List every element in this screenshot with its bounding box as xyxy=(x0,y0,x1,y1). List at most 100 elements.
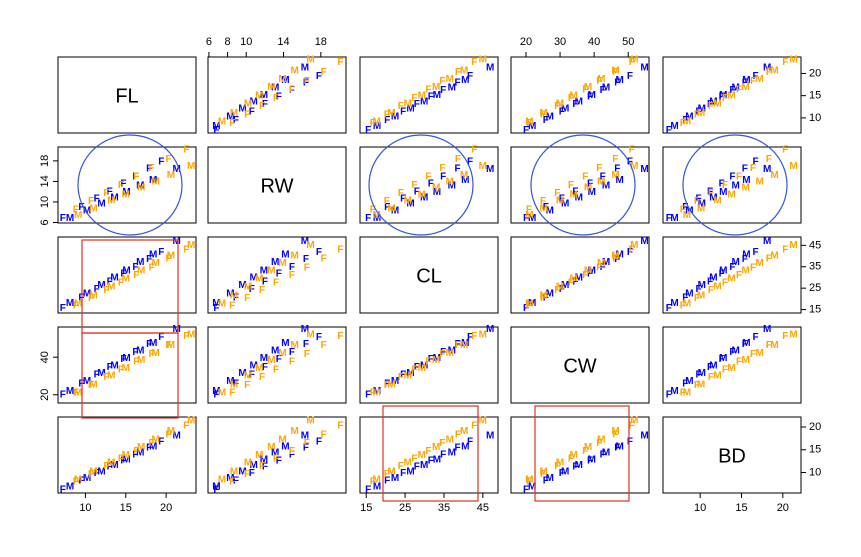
point: F xyxy=(103,461,109,472)
point: F xyxy=(554,188,560,199)
point: F xyxy=(425,171,431,182)
point: F xyxy=(425,446,431,457)
point: F xyxy=(132,347,138,358)
point: M xyxy=(561,466,569,477)
panel xyxy=(359,326,499,404)
point: F xyxy=(149,262,155,273)
point: M xyxy=(640,62,648,73)
point: M xyxy=(448,82,456,93)
point: F xyxy=(471,420,477,431)
point: F xyxy=(629,57,635,68)
point: M xyxy=(260,454,268,465)
y-tick-label: 15 xyxy=(809,303,821,315)
point: F xyxy=(523,484,529,495)
point: F xyxy=(73,477,79,488)
point: M xyxy=(486,430,494,441)
point: F xyxy=(365,389,371,400)
point: F xyxy=(249,468,255,479)
point: F xyxy=(384,109,390,120)
point: F xyxy=(627,437,633,448)
point: F xyxy=(722,365,728,376)
point: F xyxy=(682,115,688,126)
point: F xyxy=(752,157,758,168)
point: F xyxy=(680,388,686,399)
point: M xyxy=(685,288,693,299)
point: M xyxy=(584,442,592,453)
point: M xyxy=(742,338,750,349)
point: M xyxy=(709,192,717,203)
point: M xyxy=(697,290,705,301)
point: M xyxy=(709,360,717,371)
y-tick-label: 20 xyxy=(809,67,821,79)
point: F xyxy=(587,92,593,103)
point: F xyxy=(627,247,633,258)
point: M xyxy=(789,54,797,65)
point: M xyxy=(107,281,115,292)
point: F xyxy=(78,475,84,486)
point: F xyxy=(543,293,549,304)
point: F xyxy=(614,164,620,175)
point: M xyxy=(597,74,605,85)
highlight-box xyxy=(534,405,630,502)
x-tick-label: 40 xyxy=(588,36,600,48)
point: F xyxy=(666,125,672,136)
point: M xyxy=(697,203,705,214)
variable-label: RW xyxy=(261,175,294,197)
point: F xyxy=(742,164,748,175)
point: M xyxy=(291,250,299,261)
point: F xyxy=(94,468,100,479)
point: F xyxy=(694,380,700,391)
point: M xyxy=(698,280,706,291)
point: F xyxy=(600,262,606,273)
point: F xyxy=(411,365,417,376)
point: M xyxy=(486,62,494,73)
point: M xyxy=(546,205,554,216)
point: F xyxy=(78,202,84,213)
point: F xyxy=(471,145,477,156)
point: F xyxy=(229,388,235,399)
point: M xyxy=(420,192,428,203)
point: M xyxy=(373,117,381,128)
point: M xyxy=(226,288,234,299)
point: F xyxy=(166,154,172,165)
point: F xyxy=(695,284,701,295)
point: M xyxy=(670,213,678,224)
point: F xyxy=(303,254,309,265)
point: F xyxy=(596,76,602,87)
point: M xyxy=(732,181,740,192)
point: M xyxy=(420,360,428,371)
point: F xyxy=(782,57,788,68)
point: M xyxy=(291,426,299,437)
point: M xyxy=(461,175,469,186)
point: F xyxy=(262,362,268,373)
point: F xyxy=(384,378,390,389)
point: M xyxy=(89,380,97,391)
point: F xyxy=(428,354,434,365)
point: M xyxy=(697,108,705,119)
point: F xyxy=(213,303,219,314)
point: M xyxy=(432,442,440,453)
point: F xyxy=(612,429,618,440)
point: M xyxy=(570,90,578,101)
point: F xyxy=(439,349,445,360)
point: M xyxy=(640,164,648,175)
point: F xyxy=(365,213,371,224)
point: M xyxy=(172,430,180,441)
panel xyxy=(662,146,802,224)
point: F xyxy=(183,420,189,431)
point: M xyxy=(697,380,705,391)
point: M xyxy=(172,164,180,175)
point: F xyxy=(273,278,279,289)
point: F xyxy=(233,293,239,304)
point: F xyxy=(304,262,310,273)
point: M xyxy=(727,363,735,374)
point: M xyxy=(683,210,691,221)
point: F xyxy=(132,262,138,273)
point: F xyxy=(568,454,574,465)
point: F xyxy=(398,372,404,383)
point: M xyxy=(97,466,105,477)
point: F xyxy=(722,278,728,289)
point: F xyxy=(568,93,574,104)
point: M xyxy=(306,240,314,251)
point: M xyxy=(561,280,569,291)
